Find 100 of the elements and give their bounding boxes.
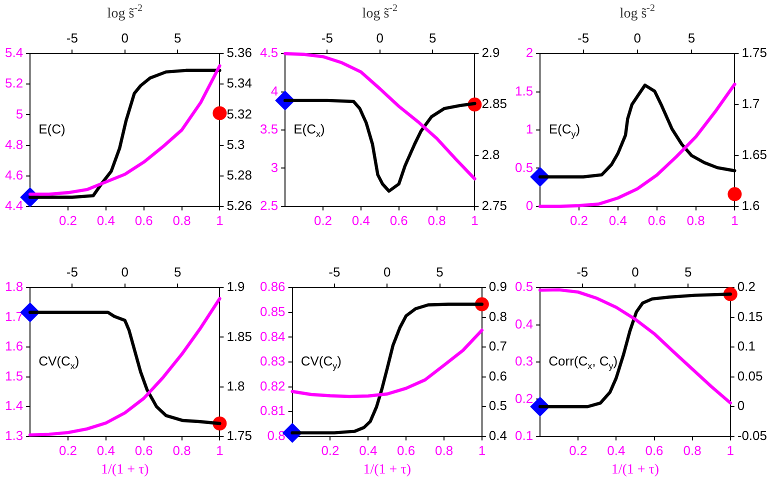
x2-tick-label: -5 [328, 264, 340, 280]
x2-tick-label: 0 [634, 30, 641, 46]
x2-tick-label: -5 [576, 264, 588, 280]
y2-tick-label: 2.8 [482, 147, 500, 162]
x-axis-title: 1/(1 + τ) [101, 462, 150, 478]
x-tick-label: 0.4 [608, 212, 627, 228]
y2-tick-label: 5.26 [226, 198, 252, 213]
y-tick-label: 0.81 [260, 403, 286, 418]
x2-tick-label: 5 [428, 30, 436, 46]
x-tick-label: 0.8 [683, 442, 702, 458]
x-tick-label: 0.8 [172, 212, 191, 228]
x-tick-label: 1 [216, 442, 224, 458]
y2-tick-label: 5.3 [226, 136, 245, 152]
y2-tick-label: 5.34 [226, 76, 252, 91]
y-tick-label: 1.6 [4, 338, 24, 354]
x2-tick-label: 5 [174, 264, 182, 280]
x2-tick-label: -5 [321, 30, 333, 46]
y-tick-label: 1.3 [4, 428, 24, 443]
x-tick-label: 1 [216, 212, 224, 228]
y-tick-label: 3 [270, 160, 278, 175]
annotation: E(C) [38, 122, 66, 137]
x-tick-label: 0.8 [434, 442, 454, 458]
y-tick-label: 2 [526, 45, 534, 60]
x2-tick-label: -5 [66, 30, 78, 46]
y-tick-label: 4.6 [4, 167, 24, 182]
y-tick-label: 3.5 [260, 122, 278, 137]
y2-tick-label: 0.4 [488, 428, 508, 443]
y-tick-label: 4.4 [4, 198, 24, 213]
y-tick-label: 0.4 [514, 316, 534, 332]
x-tick-label: 0.6 [397, 442, 416, 458]
y2-tick-label: 5.32 [226, 106, 252, 122]
x-axis-title: 1/(1 + τ) [363, 462, 412, 478]
y-tick-label: 5.2 [4, 76, 24, 91]
y-tick-label: 0.5 [514, 279, 534, 294]
y2-tick-label: 0.15 [737, 308, 763, 324]
y2-tick-label: 0.5 [488, 398, 508, 414]
y-tick-label: 0.8 [267, 428, 286, 443]
x2-tick-label: 0 [632, 264, 639, 280]
x-tick-label: 0.6 [645, 442, 664, 458]
y-tick-label: 0.1 [514, 428, 534, 443]
x-tick-label: 0.4 [96, 442, 115, 458]
y-tick-label: 1 [526, 122, 534, 137]
x-tick-label: 0.2 [58, 212, 78, 228]
y2-tick-label: 1.85 [226, 328, 252, 344]
x2-tick-label: 0 [121, 264, 128, 280]
y-tick-label: 0.86 [260, 279, 286, 294]
y2-tick-label: 2.85 [482, 96, 508, 112]
y-tick-label: 0.84 [260, 328, 286, 344]
x-tick-label: 0.2 [58, 442, 78, 458]
x2-tick-label: -5 [578, 30, 590, 46]
x-tick-label: 0.4 [359, 442, 378, 458]
y-tick-label: 0 [526, 198, 534, 213]
x2-tick-label: 5 [174, 30, 182, 46]
x-tick-label: 1 [726, 442, 734, 458]
x2-tick-label: 0 [121, 30, 128, 46]
y2-tick-label: 0.9 [488, 279, 508, 294]
x-tick-label: 0.2 [314, 212, 332, 228]
x-tick-label: 1 [471, 212, 478, 228]
x2-tick-label: 5 [688, 30, 696, 46]
x-tick-label: 0.6 [648, 212, 666, 228]
y2-tick-label: 0.2 [737, 279, 756, 294]
y-tick-label: 1.4 [4, 398, 24, 414]
x-tick-label: 0.6 [134, 442, 153, 458]
y2-tick-label: 0.8 [488, 308, 508, 324]
y2-tick-label: 2.9 [482, 45, 500, 60]
x-tick-label: 0.4 [607, 442, 626, 458]
x2-tick-label: -5 [66, 264, 78, 280]
x-tick-label: 0.2 [570, 212, 588, 228]
y2-tick-label: 5.28 [226, 167, 252, 182]
x2-tick-label: 0 [376, 30, 384, 46]
y-tick-label: 2.5 [260, 198, 278, 213]
x-tick-label: 0.6 [134, 212, 153, 228]
x-tick-label: 0.8 [172, 442, 191, 458]
y-tick-label: 0.5 [514, 160, 534, 175]
y-tick-label: 1.5 [4, 368, 24, 384]
y-tick-label: 0.2 [514, 390, 534, 406]
x2-tick-label: 5 [684, 264, 692, 280]
y2-tick-label: 0.1 [737, 338, 756, 354]
x-tick-label: 0.6 [390, 212, 408, 228]
y-tick-label: 4 [270, 83, 278, 98]
y-tick-label: 0.82 [260, 378, 286, 394]
y2-tick-label: 5.36 [226, 45, 252, 60]
x-axis-title: 1/(1 + τ) [611, 462, 660, 478]
x2-tick-label: 0 [384, 264, 391, 280]
y-tick-label: 4.8 [4, 136, 24, 152]
y2-tick-label: 0.7 [488, 338, 508, 354]
y-tick-label: 0.3 [514, 354, 534, 369]
y-tick-label: 4.5 [260, 45, 278, 60]
y2-tick-label: 1.75 [742, 45, 768, 60]
x-tick-label: 0.4 [96, 212, 115, 228]
y2-tick-label: 0.6 [488, 368, 508, 384]
y-tick-label: 5.4 [4, 45, 24, 60]
x-tick-label: 0.2 [569, 442, 588, 458]
x-tick-label: 0.8 [428, 212, 446, 228]
y-tick-label: 5 [16, 106, 24, 122]
y2-tick-label: 0.05 [737, 368, 763, 384]
y2-tick-label: 1.7 [742, 96, 760, 112]
y2-tick-label: 2.75 [482, 198, 508, 213]
y-tick-label: 1.5 [514, 83, 534, 98]
y2-tick-label: 0 [737, 398, 745, 414]
